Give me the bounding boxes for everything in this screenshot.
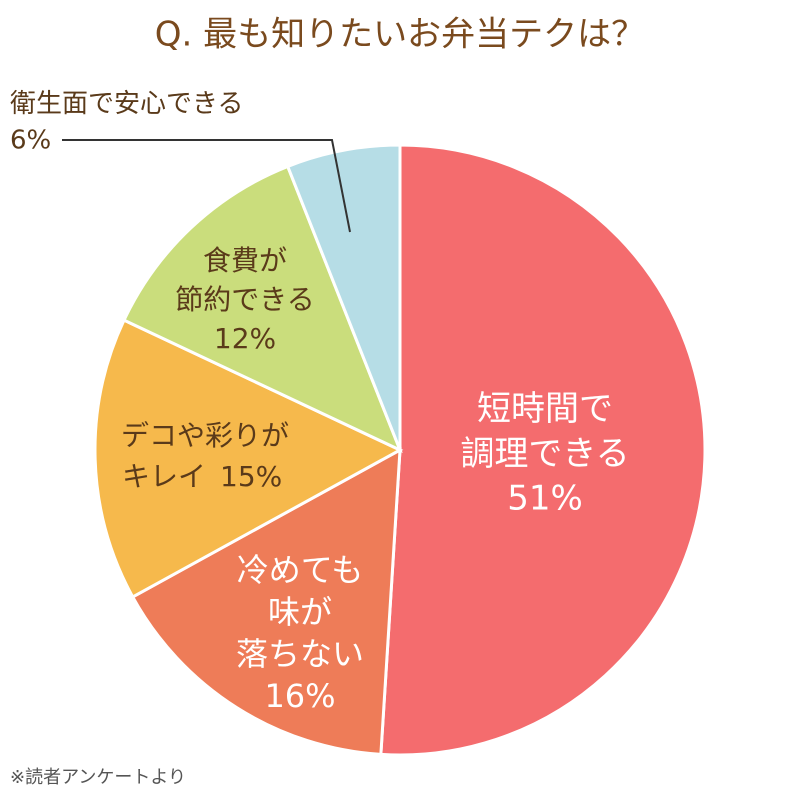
value-label: 6% (10, 126, 51, 156)
value-label: 16% (264, 677, 335, 715)
footnote: ※読者アンケートより (10, 767, 186, 788)
pie-slice (285, 143, 402, 451)
value-label: 15% (220, 460, 282, 493)
slice-label: 短時間で調理できる (460, 389, 629, 474)
pie-slice (130, 447, 402, 756)
slice-label: 食費が節約できる (175, 244, 314, 316)
chart-title: Q. 最も知りたいお弁当テクは？ (155, 15, 645, 55)
slice-label: 衛生面で安心できる (10, 89, 243, 119)
slice-label: 冷めても味が落ちない (236, 551, 364, 673)
leader-line (62, 139, 351, 233)
pie-slice (122, 164, 403, 453)
pie-slice (93, 318, 404, 599)
pie-slice (379, 143, 707, 757)
value-label: 12% (214, 322, 276, 355)
slice-label: デコや彩りがキレイ (121, 419, 289, 493)
value-label: 51% (507, 479, 583, 519)
